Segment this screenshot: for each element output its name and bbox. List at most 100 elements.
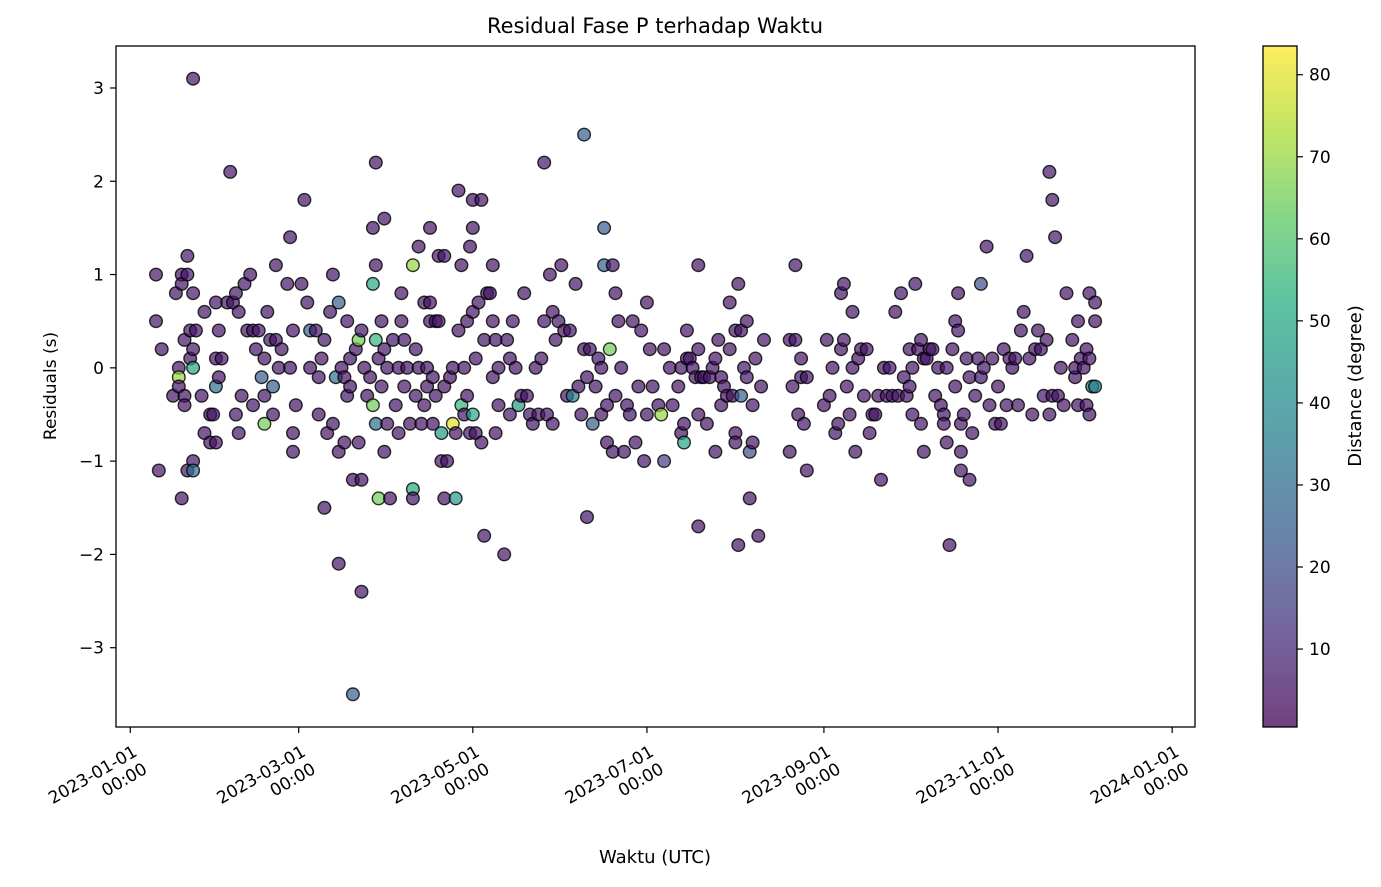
data-point — [874, 472, 889, 487]
data-point — [1088, 379, 1103, 394]
data-point — [311, 407, 326, 422]
data-point — [711, 332, 726, 347]
data-point — [174, 491, 189, 506]
data-point — [574, 407, 589, 422]
data-point — [796, 416, 811, 431]
data-point — [425, 370, 440, 385]
data-point — [508, 360, 523, 375]
data-point — [882, 360, 897, 375]
data-point — [186, 286, 201, 301]
data-point — [537, 155, 552, 170]
data-point — [274, 342, 289, 357]
data-point — [925, 342, 940, 357]
data-point — [825, 360, 840, 375]
data-point — [208, 435, 223, 450]
data-point — [562, 323, 577, 338]
data-point — [836, 276, 851, 291]
data-point — [317, 500, 332, 515]
data-point — [245, 398, 260, 413]
data-point — [554, 258, 569, 273]
data-point — [368, 155, 383, 170]
data-point — [405, 258, 420, 273]
data-point — [502, 407, 517, 422]
data-point — [411, 239, 426, 254]
data-point — [973, 276, 988, 291]
y-tick-label: 0 — [93, 359, 104, 379]
data-point — [751, 528, 766, 543]
y-tick-label: 3 — [93, 79, 104, 99]
data-point — [908, 276, 923, 291]
data-point — [297, 192, 312, 207]
data-point — [151, 463, 166, 478]
colorbar-tick-label: 70 — [1309, 148, 1331, 168]
data-point — [425, 416, 440, 431]
data-point — [991, 379, 1006, 394]
data-point — [340, 314, 355, 329]
colorbar-tick-label: 40 — [1309, 394, 1331, 414]
data-point — [303, 360, 318, 375]
data-point — [782, 444, 797, 459]
data-point — [665, 398, 680, 413]
data-point — [657, 454, 672, 469]
data-point — [454, 258, 469, 273]
data-point — [314, 351, 329, 366]
data-point — [457, 360, 472, 375]
data-point — [945, 342, 960, 357]
data-point — [1042, 164, 1057, 179]
data-point — [231, 304, 246, 319]
data-point — [1048, 230, 1063, 245]
data-point — [254, 370, 269, 385]
colorbar — [1262, 45, 1298, 728]
data-point — [1045, 192, 1060, 207]
x-tick-label: 2023-07-0100:00 — [562, 742, 668, 826]
data-point — [657, 342, 672, 357]
data-point — [228, 286, 243, 301]
data-point — [748, 351, 763, 366]
data-point — [1059, 286, 1074, 301]
data-point — [614, 360, 629, 375]
data-point — [982, 398, 997, 413]
data-point — [654, 407, 669, 422]
data-point — [625, 314, 640, 329]
y-axis-label: Residuals (s) — [41, 332, 61, 440]
data-point — [677, 435, 692, 450]
data-point — [1011, 398, 1026, 413]
data-point — [785, 379, 800, 394]
data-point — [505, 314, 520, 329]
data-point — [234, 388, 249, 403]
data-point — [448, 426, 463, 441]
colorbar-tick-label: 20 — [1309, 558, 1331, 578]
data-point — [745, 398, 760, 413]
data-point — [363, 370, 378, 385]
data-point — [1042, 407, 1057, 422]
data-point — [405, 491, 420, 506]
data-point — [365, 220, 380, 235]
data-point — [794, 351, 809, 366]
data-point — [188, 323, 203, 338]
data-point — [862, 426, 877, 441]
data-point — [266, 407, 281, 422]
x-tick-label: 2023-09-0100:00 — [739, 742, 845, 826]
colorbar-label: Distance (degree) — [1345, 305, 1366, 467]
data-point — [842, 407, 857, 422]
data-point — [197, 304, 212, 319]
data-point — [468, 351, 483, 366]
data-point — [953, 444, 968, 459]
data-point — [788, 258, 803, 273]
data-point — [257, 351, 272, 366]
data-point — [799, 463, 814, 478]
colorbar-tick-label: 30 — [1309, 476, 1331, 496]
data-point — [283, 360, 298, 375]
data-point — [739, 314, 754, 329]
data-point — [374, 379, 389, 394]
data-point — [243, 267, 258, 282]
data-point — [739, 370, 754, 385]
data-point — [956, 407, 971, 422]
data-point — [177, 398, 192, 413]
data-point — [617, 444, 632, 459]
data-point — [894, 286, 909, 301]
data-point — [597, 220, 612, 235]
data-point — [836, 332, 851, 347]
